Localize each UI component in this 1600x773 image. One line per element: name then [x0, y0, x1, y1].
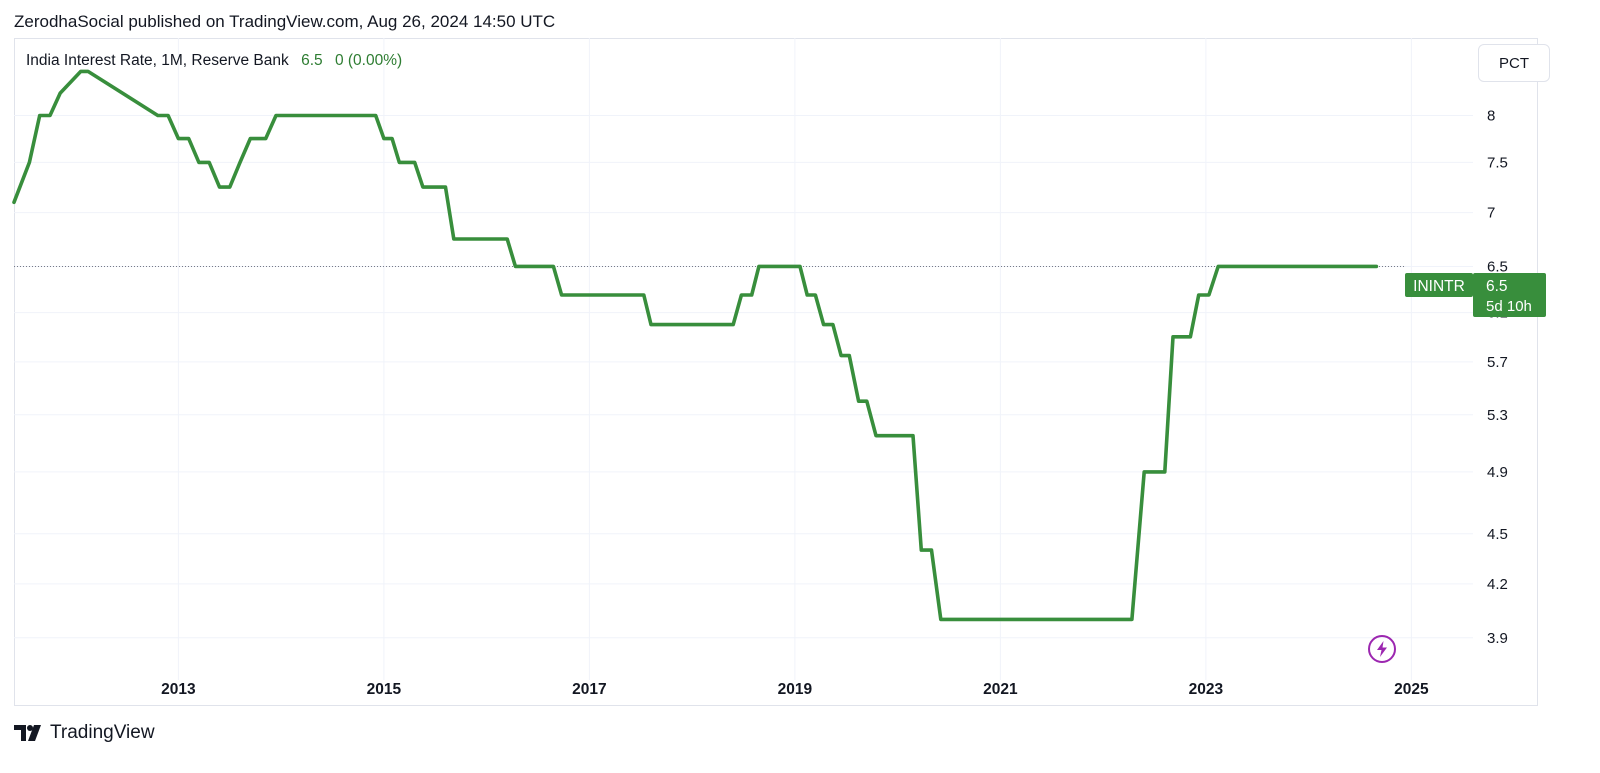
legend-last-value: 6.5	[301, 52, 323, 69]
ticker-label: ININTR	[1413, 278, 1465, 295]
publish-info: ZerodhaSocial published on TradingView.c…	[14, 12, 556, 31]
x-tick-label: 2023	[1189, 681, 1224, 698]
legend: India Interest Rate, 1M, Reserve Bank 6.…	[26, 52, 402, 70]
lightning-icon[interactable]	[1367, 634, 1397, 664]
y-tick-label: 5.7	[1487, 354, 1508, 371]
series-line-ininti	[12, 69, 1379, 622]
y-axis: 3.94.24.54.95.35.76.16.577.58	[1487, 108, 1508, 647]
value-label: 6.5	[1486, 278, 1508, 295]
x-tick-label: 2019	[778, 681, 813, 698]
y-tick-label: 8	[1487, 108, 1495, 125]
x-tick-label: 2021	[983, 681, 1018, 698]
ticker-label-bg	[1405, 273, 1473, 297]
x-tick-label: 2017	[572, 681, 606, 698]
y-tick-label: 4.2	[1487, 576, 1508, 593]
chart-frame	[14, 38, 1538, 706]
y-tick-label: 7	[1487, 205, 1495, 222]
legend-change: 0 (0.00%)	[334, 52, 403, 69]
y-tick-label: 4.5	[1487, 526, 1508, 543]
y-tick-label: 7.5	[1487, 154, 1508, 171]
price-label: ININTR 6.5 5d 10h	[1405, 273, 1546, 317]
grid-lines	[14, 38, 1473, 680]
legend-symbol: India Interest Rate, 1M, Reserve Bank	[26, 52, 289, 69]
y-tick-label: 4.9	[1487, 464, 1508, 481]
x-tick-label: 2015	[367, 681, 402, 698]
y-tick-label: 5.3	[1487, 407, 1508, 424]
y-tick-label: 3.9	[1487, 630, 1508, 647]
y-tick-label: 6.5	[1487, 258, 1508, 275]
footer-brand: TradingView	[50, 722, 155, 743]
x-tick-label: 2013	[161, 681, 196, 698]
x-tick-label: 2025	[1394, 681, 1429, 698]
tradingview-logo-icon	[14, 725, 41, 741]
x-axis: 2013 2015 2017 2019 2021 2023 2025	[161, 681, 1429, 698]
value-label-bg	[1473, 273, 1546, 317]
scale-mode-button[interactable]: PCT	[1478, 44, 1550, 82]
countdown-label: 5d 10h	[1486, 298, 1532, 315]
footer-logo[interactable]: TradingView	[14, 722, 155, 744]
